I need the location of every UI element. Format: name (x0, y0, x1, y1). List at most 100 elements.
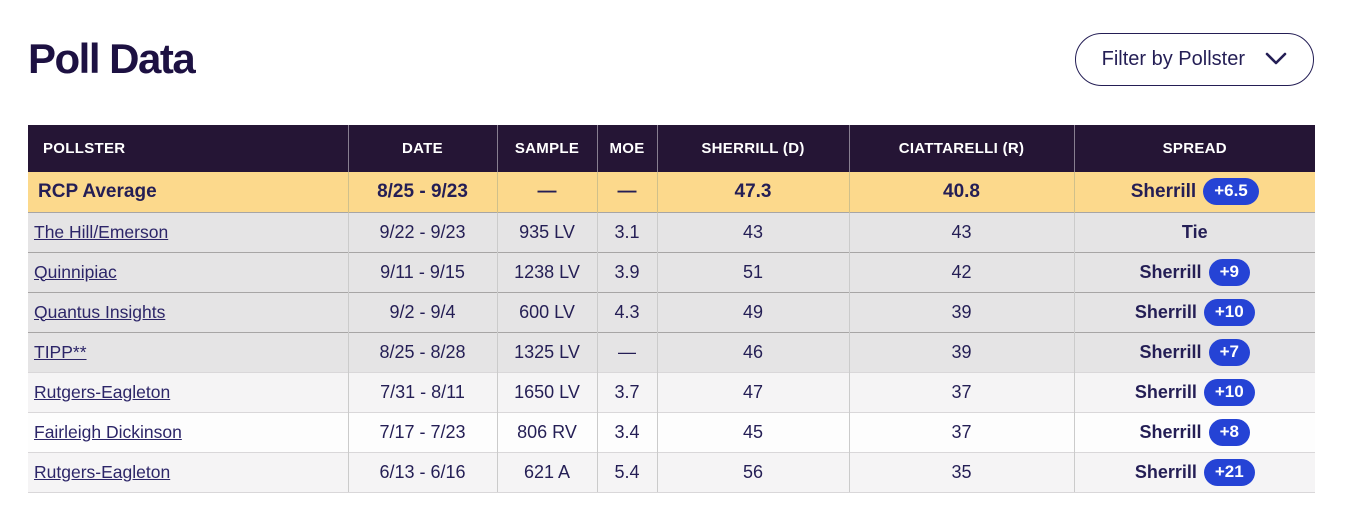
cell-sherrill: 49 (656, 291, 849, 332)
poll-table-body: RCP Average 8/25 - 9/23— —47.3 40.8 Sherrill… (28, 172, 1315, 493)
cell-date: 7/17 - 7/23 (347, 411, 497, 452)
cell-sherrill: 43 (656, 211, 849, 252)
cell-ciattarelli: 37 (848, 371, 1074, 412)
cell-spread: Sherrill +21 (1073, 451, 1315, 493)
cell-date: 6/13 - 6/16 (347, 451, 497, 493)
filter-by-pollster-button[interactable]: Filter by Pollster (1074, 32, 1314, 86)
cell-ciattarelli: 35 (848, 451, 1074, 493)
table-row: Rutgers-Eagleton 6/13 - 6/16 621 A 5.4 56 35 S… (28, 451, 1315, 493)
pollster-link[interactable]: Fairleigh Dickinson (34, 421, 182, 442)
spread-winner-label: Sherrill (1139, 261, 1202, 282)
topbar: Poll Data Filter by Pollster (0, 0, 1352, 92)
cell-sample: 600 LV (496, 291, 597, 332)
cell-date: 9/2 - 9/4 (347, 291, 497, 332)
cell-date: 7/31 - 8/11 (347, 371, 497, 412)
chevron-down-icon (1265, 52, 1287, 66)
cell-sherrill: 46 (656, 331, 849, 372)
spread-margin-badge: +10 (1203, 298, 1255, 326)
cell-moe: 5.4 (596, 451, 657, 493)
cell-moe: 4.3 (596, 291, 657, 332)
column-header-moe: MOE (596, 125, 657, 172)
cell-ciattarelli: 39 (848, 331, 1074, 372)
column-header-sherrill: SHERRILL (D) (656, 125, 849, 172)
cell-sample: 1325 LV (496, 331, 597, 372)
column-header-pollster: POLLSTER (28, 125, 348, 172)
poll-table: POLLSTER DATE SAMPLE MOE SHERRILL (D) CIATTAR… (28, 125, 1315, 493)
cell-sherrill: 47 (656, 371, 849, 412)
cell-pollster: Rutgers-Eagleton (28, 371, 348, 412)
cell-ciattarelli: 39 (848, 291, 1074, 332)
cell-spread: Sherrill +10 (1073, 291, 1315, 332)
cell-moe: — (596, 331, 657, 372)
cell-sample: 806 RV (496, 411, 597, 452)
pollster-link[interactable]: The Hill/Emerson (34, 221, 169, 242)
spread-tie-label: Tie (1181, 221, 1208, 242)
table-row: Rutgers-Eagleton 7/31 - 8/11 1650 LV 3.7 47 3… (28, 371, 1315, 412)
cell-spread: Sherrill +9 (1073, 251, 1315, 292)
table-row: Fairleigh Dickinson 7/17 - 7/23 806 RV 3.4 4… (28, 411, 1315, 452)
cell-pollster: The Hill/Emerson (28, 211, 348, 252)
cell-ciattarelli: 43 (848, 211, 1074, 252)
cell-moe: 3.7 (596, 371, 657, 412)
cell-spread: Sherrill +7 (1073, 331, 1315, 372)
cell-sample: 1650 LV (496, 371, 597, 412)
spread-margin-badge: +21 (1203, 458, 1255, 486)
cell-spread: Sherrill +8 (1073, 411, 1315, 452)
cell-sherrill: 51 (656, 251, 849, 292)
table-row: The Hill/Emerson 9/22 - 9/23 935 LV 3.1 43 43… (28, 211, 1315, 252)
cell-sample: 621 A (496, 451, 597, 493)
cell-moe: 3.9 (596, 251, 657, 292)
cell-sherrill: 56 (656, 451, 849, 493)
cell-pollster: RCP Average (28, 172, 348, 212)
cell-pollster: Quinnipiac (28, 251, 348, 292)
table-row: TIPP** 8/25 - 8/28 1325 LV —46 39 Sherrill +7 (28, 331, 1315, 372)
table-row: Quantus Insights 9/2 - 9/4 600 LV 4.3 49 39 Sh… (28, 291, 1315, 332)
filter-button-label: Filter by Pollster (1101, 47, 1245, 70)
header-row: POLLSTER DATE SAMPLE MOE SHERRILL (D) CIATTAR… (28, 125, 1315, 172)
cell-sherrill: 45 (656, 411, 849, 452)
cell-pollster: Fairleigh Dickinson (28, 411, 348, 452)
pollster-link[interactable]: Quinnipiac (34, 261, 117, 282)
spread-margin-badge: +7 (1208, 338, 1250, 366)
cell-spread: Tie (1073, 211, 1315, 252)
poll-table-header: POLLSTER DATE SAMPLE MOE SHERRILL (D) CIATTAR… (28, 125, 1315, 172)
column-header-date: DATE (347, 125, 497, 172)
cell-spread: Sherrill +10 (1073, 371, 1315, 412)
cell-sample: 1238 LV (496, 251, 597, 292)
page-title: Poll Data (28, 35, 196, 82)
pollster-link[interactable]: Quantus Insights (34, 301, 166, 322)
pollster-link[interactable]: TIPP** (34, 341, 87, 362)
cell-pollster: Quantus Insights (28, 291, 348, 332)
spread-margin-badge: +6.5 (1203, 178, 1259, 206)
cell-moe: — (596, 172, 657, 212)
cell-ciattarelli: 42 (848, 251, 1074, 292)
spread-winner-label: Sherrill (1134, 461, 1197, 482)
cell-ciattarelli: 37 (848, 411, 1074, 452)
cell-date: 8/25 - 9/23 (347, 172, 497, 212)
spread-margin-badge: +9 (1208, 258, 1250, 286)
column-header-sample: SAMPLE (496, 125, 597, 172)
cell-spread: Sherrill +6.5 (1073, 172, 1315, 212)
table-row: RCP Average 8/25 - 9/23— —47.3 40.8 Sherrill… (28, 172, 1315, 212)
spread-winner-label: Sherrill (1130, 181, 1197, 203)
spread-winner-label: Sherrill (1134, 381, 1197, 402)
table-row: Quinnipiac 9/11 - 9/15 1238 LV 3.9 51 42 Sherr… (28, 251, 1315, 292)
cell-ciattarelli: 40.8 (848, 172, 1074, 212)
cell-moe: 3.1 (596, 211, 657, 252)
cell-date: 9/22 - 9/23 (347, 211, 497, 252)
cell-pollster: Rutgers-Eagleton (28, 451, 348, 493)
spread-winner-label: Sherrill (1134, 301, 1197, 322)
cell-sample: 935 LV (496, 211, 597, 252)
spread-margin-badge: +10 (1203, 378, 1255, 406)
pollster-link[interactable]: Rutgers-Eagleton (34, 381, 171, 402)
spread-margin-badge: +8 (1208, 418, 1250, 446)
cell-date: 8/25 - 8/28 (347, 331, 497, 372)
cell-moe: 3.4 (596, 411, 657, 452)
pollster-average-label: RCP Average (38, 180, 157, 202)
spread-winner-label: Sherrill (1139, 421, 1202, 442)
cell-pollster: TIPP** (28, 331, 348, 372)
cell-date: 9/11 - 9/15 (347, 251, 497, 292)
spread-winner-label: Sherrill (1139, 341, 1202, 362)
pollster-link[interactable]: Rutgers-Eagleton (34, 461, 171, 482)
cell-sample: — (496, 172, 597, 212)
